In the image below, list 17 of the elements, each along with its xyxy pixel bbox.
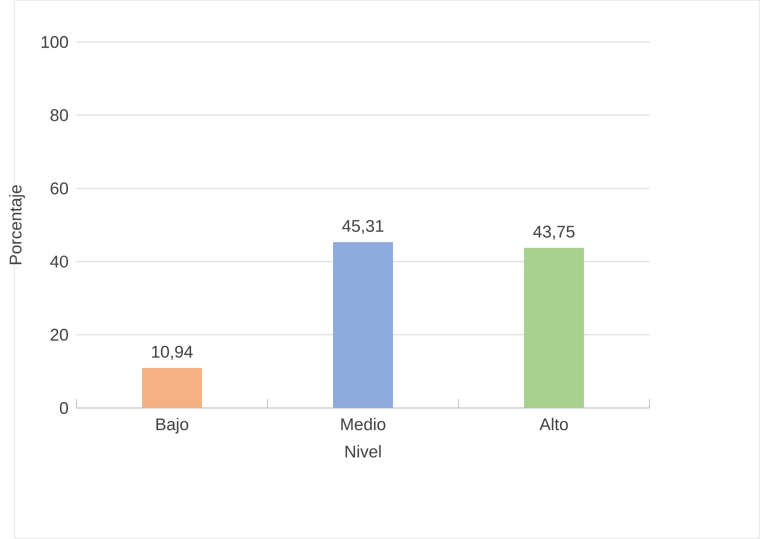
bar: [142, 368, 202, 408]
y-tick-label: 60: [50, 182, 68, 194]
x-tick-label: Medio: [341, 418, 386, 430]
y-tick-label: 80: [50, 109, 68, 122]
y-tick-label: 0: [60, 402, 68, 414]
y-axis-title: Porcentaje: [9, 185, 25, 264]
y-tick-label: 20: [50, 328, 68, 341]
data-label: 45,31: [342, 220, 384, 234]
bar: [333, 242, 394, 408]
x-axis-title: Nivel: [346, 445, 381, 458]
x-tick-label: Alto: [539, 418, 568, 430]
data-label: 43,75: [533, 226, 574, 240]
bar: [524, 248, 584, 408]
y-tick-label: 100: [42, 36, 68, 48]
data-label: 10,94: [152, 346, 193, 360]
y-tick-label: 40: [50, 256, 68, 268]
x-tick-label: Bajo: [156, 418, 188, 434]
